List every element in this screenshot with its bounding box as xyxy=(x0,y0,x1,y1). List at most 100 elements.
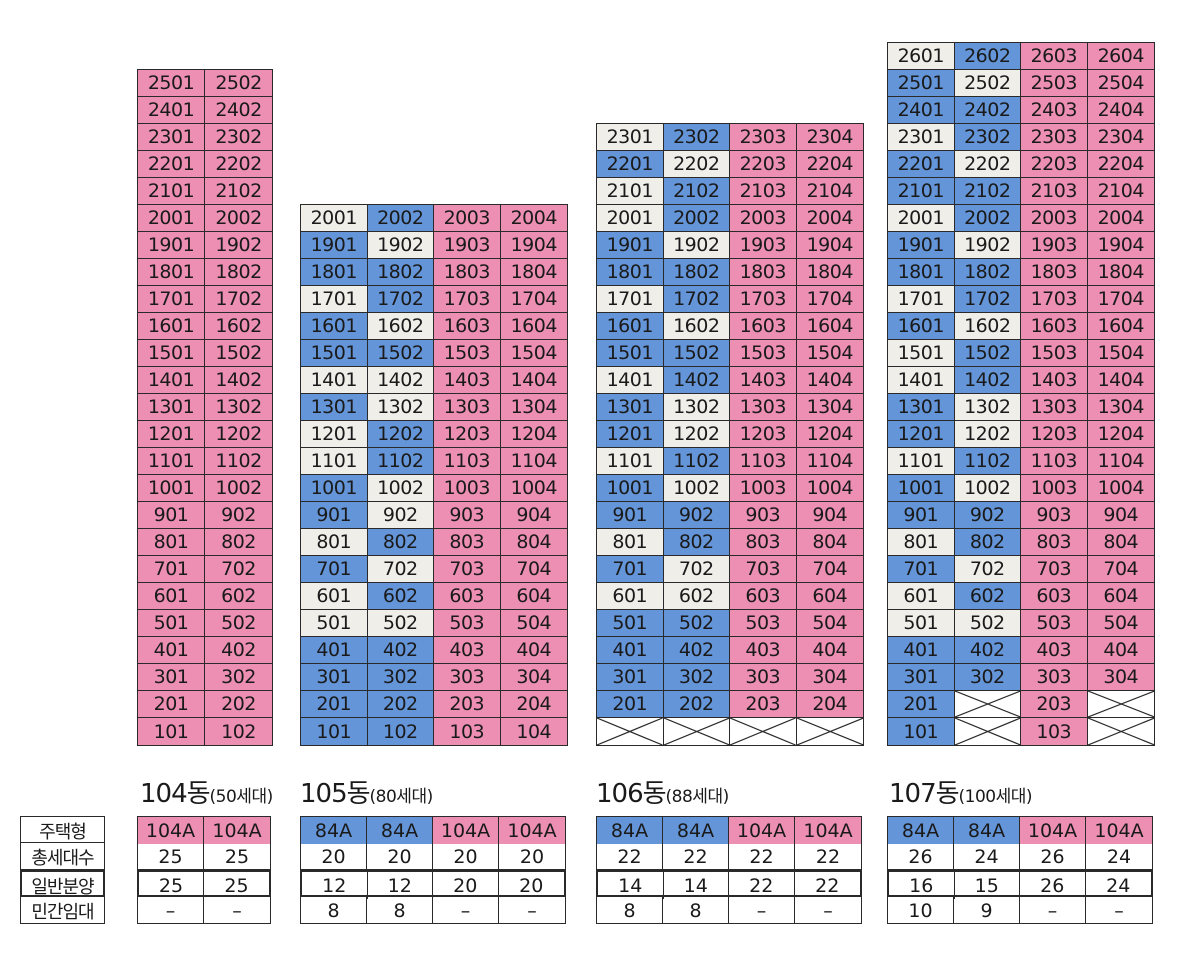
building-name: 105동 xyxy=(300,779,371,809)
unit-cell: 503 xyxy=(730,610,797,637)
unit-cell: 701 xyxy=(301,556,368,583)
unit-cell: 1902 xyxy=(954,232,1021,259)
count-cell: 22 xyxy=(815,845,841,868)
unit-cell: 1302 xyxy=(367,394,434,421)
unit-cell: 2002 xyxy=(367,205,434,232)
unit-cell: 104 xyxy=(500,718,567,745)
unit-cell: 303 xyxy=(730,664,797,691)
unit-cell: 1401 xyxy=(138,367,205,394)
unit-cell: 1002 xyxy=(205,475,272,502)
private-rental-row: 8 8– – xyxy=(300,897,566,924)
unit-cell: 803 xyxy=(434,529,501,556)
unit-cell: 2202 xyxy=(954,151,1021,178)
unit-cell: 1504 xyxy=(500,340,567,367)
unit-cell: 1802 xyxy=(663,259,730,286)
unit-cell: 2304 xyxy=(1087,124,1154,151)
count-cell: 20 xyxy=(433,872,499,899)
unit-cell: 2001 xyxy=(597,205,664,232)
unit-cell: 2401 xyxy=(888,97,955,124)
building-106-units: 2301 2302 2303 2304 2201 2202 2203 2204 2101 2102… xyxy=(596,123,864,746)
unit-cell: 1002 xyxy=(954,475,1021,502)
unit-cell: 1802 xyxy=(954,259,1021,286)
unit-cell: 101 xyxy=(301,718,368,745)
unit-cell: 1102 xyxy=(954,448,1021,475)
unit-cell: 803 xyxy=(1021,529,1088,556)
unit-cell: 704 xyxy=(796,556,863,583)
unit-cell: 1504 xyxy=(1087,340,1154,367)
unit-cell: 1402 xyxy=(367,367,434,394)
legend-row: 총세대수 xyxy=(20,843,105,870)
unit-cell: 1302 xyxy=(663,394,730,421)
unit-cell: 2501 xyxy=(888,70,955,97)
unit-cell: 801 xyxy=(597,529,664,556)
unit-cell: 1901 xyxy=(301,232,368,259)
count-cell: 14 xyxy=(664,872,729,899)
unit-cell: 1202 xyxy=(205,421,272,448)
unit-cell: 1501 xyxy=(301,340,368,367)
unit-cell: 201 xyxy=(888,691,955,718)
unit-cell: 804 xyxy=(1087,529,1154,556)
unit-cell: 1603 xyxy=(434,313,501,340)
unit-cell: 1303 xyxy=(434,394,501,421)
unit-cell: 1902 xyxy=(367,232,434,259)
unit-cell: 1001 xyxy=(597,475,664,502)
unit-cell: 1402 xyxy=(663,367,730,394)
unit-cell: 1502 xyxy=(663,340,730,367)
unit-cell: 1101 xyxy=(138,448,205,475)
unit-cell: 2003 xyxy=(434,205,501,232)
unit-cell: 602 xyxy=(205,583,272,610)
unit-cell: 103 xyxy=(434,718,501,745)
unit-cell: 1701 xyxy=(301,286,368,313)
count-cell: – xyxy=(1020,897,1086,924)
unit-cell: 1601 xyxy=(138,313,205,340)
unit-count: (100세대) xyxy=(958,787,1033,807)
unit-cell: 703 xyxy=(1021,556,1088,583)
unit-cell: 903 xyxy=(434,502,501,529)
building-name: 107동 xyxy=(889,779,960,809)
unit-cell: 1403 xyxy=(1021,367,1088,394)
count-cell: 8 xyxy=(367,897,433,924)
unit-cell: 1402 xyxy=(954,367,1021,394)
unit-cell: 2504 xyxy=(1087,70,1154,97)
housing-type-cell: 104A xyxy=(795,817,861,844)
unit-grid: 2001 2002 2003 2004 1901 1902 1903 1904 1801 1802… xyxy=(300,204,568,746)
unit-cell: 2101 xyxy=(597,178,664,205)
unit-cell: 404 xyxy=(500,637,567,664)
unit-cell: 2203 xyxy=(1021,151,1088,178)
count-cell: 26 xyxy=(888,843,954,870)
unit-cell: 1201 xyxy=(301,421,368,448)
unit-cell: 1603 xyxy=(730,313,797,340)
unit-cell: 502 xyxy=(954,610,1021,637)
unit-cell: 204 xyxy=(796,691,863,718)
unit-cell: 1102 xyxy=(663,448,730,475)
unit-cell: 1903 xyxy=(730,232,797,259)
unit-cell: 2104 xyxy=(796,178,863,205)
unit-cell: 1003 xyxy=(1021,475,1088,502)
unit-cell: 1002 xyxy=(367,475,434,502)
unit-cell: 2202 xyxy=(205,151,272,178)
unit-cell: 904 xyxy=(796,502,863,529)
unit-cell: 1401 xyxy=(597,367,664,394)
unit-cell: 403 xyxy=(1021,637,1088,664)
unit-cell: 303 xyxy=(434,664,501,691)
unit-cell: 1701 xyxy=(597,286,664,313)
unit-cell: 1002 xyxy=(663,475,730,502)
unit-cell: 801 xyxy=(301,529,368,556)
unit-cell: 1203 xyxy=(434,421,501,448)
unit-cell: 1901 xyxy=(138,232,205,259)
unit-cell: 2401 xyxy=(138,97,205,124)
unit-cell: 302 xyxy=(663,664,730,691)
housing-type-cell: 84A xyxy=(954,817,1020,844)
unit-cell: 1703 xyxy=(730,286,797,313)
unit-cell: 1601 xyxy=(888,313,955,340)
unit-cell: 1501 xyxy=(138,340,205,367)
unit-cell: 1703 xyxy=(434,286,501,313)
unit-cell: 2003 xyxy=(730,205,797,232)
unit-cell: 1104 xyxy=(796,448,863,475)
unit-cell: 502 xyxy=(663,610,730,637)
unit-cell: 2003 xyxy=(1021,205,1088,232)
unit-cell: 902 xyxy=(663,502,730,529)
count-cell: 20 xyxy=(519,874,544,897)
unit-cell: 2302 xyxy=(954,124,1021,151)
unit-cell: 1003 xyxy=(730,475,797,502)
